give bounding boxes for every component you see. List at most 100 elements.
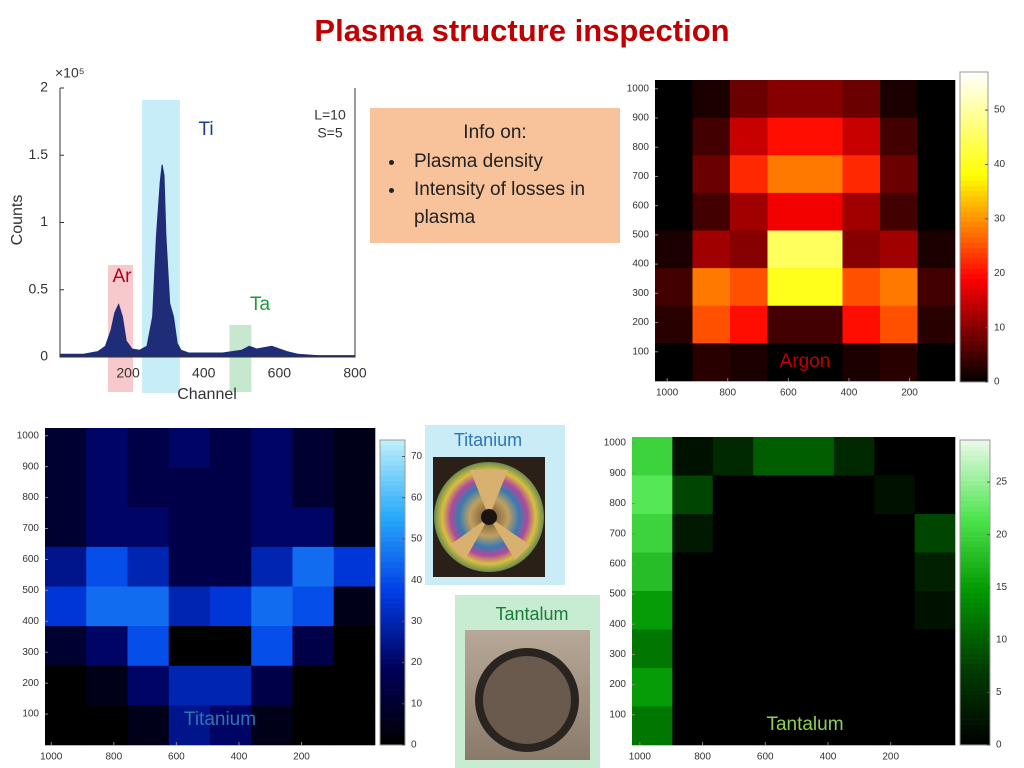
heat-cell <box>753 591 794 630</box>
heat-cell <box>880 230 918 269</box>
colorbar-segment <box>960 495 990 502</box>
colorbar-segment <box>960 232 988 238</box>
colorbar-segment <box>380 450 405 456</box>
heat-cell <box>730 117 768 156</box>
heat-cell <box>672 629 714 669</box>
heat-cell <box>917 117 956 156</box>
colorbar-segment <box>380 694 405 700</box>
colorbar-segment <box>380 689 405 695</box>
colorbar-segment <box>960 175 988 181</box>
heat-cell <box>880 305 918 344</box>
colorbar-segment <box>960 455 990 461</box>
y-tick-label: 200 <box>22 678 39 689</box>
heat-cell <box>767 117 806 156</box>
heat-cell <box>168 705 211 746</box>
heat-cell <box>767 268 806 307</box>
colorbar-segment <box>380 567 405 573</box>
heat-cell <box>127 428 170 468</box>
heat-cell <box>45 507 87 548</box>
colorbar-segment <box>960 445 990 451</box>
heat-cell <box>793 629 835 669</box>
colorbar-tick-label: 20 <box>994 268 1006 279</box>
colorbar-segment <box>380 638 405 644</box>
colorbar-segment <box>380 699 405 705</box>
colorbar-segment <box>960 196 988 202</box>
colorbar-segment <box>960 673 990 680</box>
heat-cell <box>805 268 843 307</box>
heat-cell <box>86 428 128 468</box>
y-axis-label: Counts <box>9 195 26 246</box>
slide-title: Plasma structure inspection <box>314 13 729 48</box>
highlight-label: Ar <box>113 266 133 287</box>
colorbar-segment <box>960 118 988 124</box>
colorbar-segment <box>380 709 405 715</box>
heat-cell <box>730 80 768 118</box>
heat-cell <box>210 586 252 627</box>
colorbar-segment <box>380 572 405 578</box>
colorbar-segment <box>960 531 990 537</box>
heat-cell <box>45 665 87 706</box>
spectrum-area <box>59 164 356 358</box>
heat-cell <box>168 586 211 627</box>
colorbar-segment <box>960 351 988 357</box>
heat-cell <box>842 305 881 344</box>
tantalum-photo: Tantalum <box>455 595 600 768</box>
heat-cell <box>880 192 918 231</box>
heat-cell <box>793 591 835 630</box>
heat-cell <box>655 305 693 344</box>
colorbar-segment <box>960 541 990 548</box>
heat-cell <box>712 629 754 669</box>
heat-cell <box>655 192 693 231</box>
colorbar-segment <box>960 480 990 487</box>
colorbar-segment <box>380 607 405 614</box>
heat-cell <box>692 192 731 231</box>
colorbar-segment <box>380 440 405 446</box>
colorbar-tick-label: 5 <box>996 687 1002 698</box>
colorbar-tick-label: 40 <box>411 575 423 586</box>
colorbar-segment <box>960 376 988 383</box>
heat-cell <box>251 626 293 667</box>
colorbar-segment <box>960 587 990 593</box>
heat-cell <box>292 626 335 667</box>
x-tick-label: 600 <box>780 388 797 399</box>
colorbar-segment <box>960 617 990 624</box>
colorbar-segment <box>960 577 990 583</box>
heat-cell <box>333 428 376 468</box>
heat-cell <box>168 626 211 667</box>
colorbar-segment <box>380 511 405 517</box>
heat-cell <box>86 665 128 706</box>
colorbar-frame <box>959 439 991 746</box>
y-tick-label: 1000 <box>17 430 40 441</box>
heat-cell <box>292 467 335 508</box>
heat-cell <box>292 428 335 468</box>
colorbar-segment <box>960 201 988 207</box>
colorbar-segment <box>960 206 988 212</box>
heat-cell <box>914 514 956 553</box>
colorbar-segment <box>960 128 988 135</box>
colorbar-segment <box>960 719 990 725</box>
heat-cell <box>251 467 293 508</box>
colorbar-segment <box>960 325 988 331</box>
colorbar-segment <box>960 612 990 619</box>
heat-cell <box>692 80 731 118</box>
colorbar-segment <box>960 470 990 476</box>
heat-cell <box>880 343 918 382</box>
heat-cell <box>86 467 128 508</box>
heat-cell <box>767 155 806 194</box>
colorbar-segment <box>960 144 988 150</box>
colorbar-segment <box>380 526 405 532</box>
colorbar-segment <box>960 602 990 609</box>
colorbar-segment <box>960 289 988 295</box>
x-tick-label: 200 <box>882 752 899 763</box>
colorbar-tick-label: 0 <box>996 740 1002 751</box>
colorbar-tick-label: 10 <box>994 322 1006 333</box>
heat-cell <box>842 230 881 269</box>
colorbar-segment <box>960 506 990 512</box>
y-exponent: ×10⁵ <box>55 65 85 81</box>
colorbar-segment <box>380 668 405 675</box>
heat-cell <box>632 591 673 630</box>
colorbar-segment <box>380 592 405 598</box>
heat-cell <box>655 268 693 307</box>
heat-cell <box>86 586 128 627</box>
colorbar-segment <box>960 314 988 321</box>
